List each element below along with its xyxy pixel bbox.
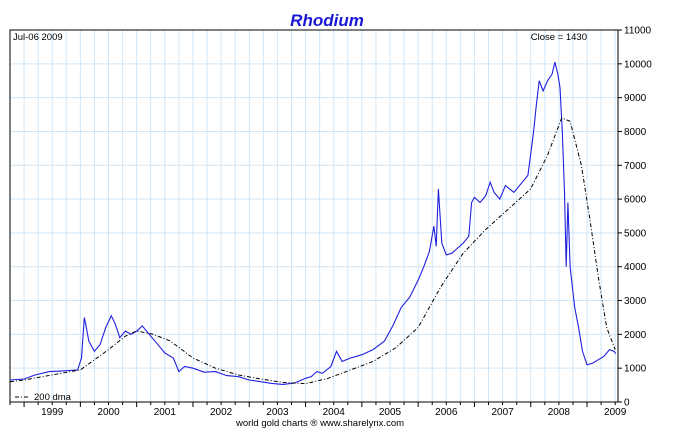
x-tick-label-2003: 2003 bbox=[266, 407, 289, 418]
y-axis: 0 1000 2000 3000 4000 5000 6000 7000 8000 9000 100… bbox=[618, 26, 652, 409]
y-tick-label-1000: 1000 bbox=[624, 364, 647, 375]
grid bbox=[10, 30, 618, 402]
x-tick-label-2006: 2006 bbox=[435, 407, 458, 418]
plot-frame bbox=[9, 29, 619, 403]
y-tick-label-11000: 11000 bbox=[624, 26, 652, 37]
series-line-200-dma bbox=[9, 117, 616, 385]
y-tick-label-10000: 10000 bbox=[624, 59, 652, 70]
y-tick-label-6000: 6000 bbox=[624, 195, 647, 206]
x-tick-label-2001: 2001 bbox=[154, 407, 177, 418]
y-tick-label-8000: 8000 bbox=[624, 127, 647, 138]
x-tick-label-2008: 2008 bbox=[548, 407, 571, 418]
y-tick-label-9000: 9000 bbox=[624, 93, 647, 104]
x-tick-label-2000: 2000 bbox=[97, 407, 120, 418]
series-layer bbox=[9, 61, 617, 385]
y-tick-label-4000: 4000 bbox=[624, 262, 647, 273]
y-tick-label-7000: 7000 bbox=[624, 161, 647, 172]
x-tick-label-2002: 2002 bbox=[210, 407, 233, 418]
date-label: Jul-06 2009 bbox=[13, 32, 63, 43]
legend-label-200-dma: 200 dma bbox=[34, 392, 72, 403]
x-tick-label-2004: 2004 bbox=[323, 407, 346, 418]
x-tick-label-2007: 2007 bbox=[491, 407, 514, 418]
close-label: Close = 1430 bbox=[531, 32, 587, 43]
x-tick-label-2009: 2009 bbox=[604, 407, 627, 418]
series-line-price bbox=[9, 61, 617, 385]
x-tick-label-1999: 1999 bbox=[41, 407, 64, 418]
y-tick-label-0: 0 bbox=[624, 398, 630, 409]
y-tick-label-5000: 5000 bbox=[624, 228, 647, 239]
x-axis: 1999 2000 2001 2002 2003 2004 2005 2006 2007 2008… bbox=[9, 402, 627, 418]
source-label: world gold charts ® www.sharelynx.com bbox=[235, 418, 404, 429]
y-tick-label-2000: 2000 bbox=[624, 330, 647, 341]
chart-title: Rhodium bbox=[290, 11, 364, 30]
legend: 200 dma bbox=[15, 392, 72, 403]
x-tick-label-2005: 2005 bbox=[379, 407, 402, 418]
y-tick-label-3000: 3000 bbox=[624, 296, 647, 307]
